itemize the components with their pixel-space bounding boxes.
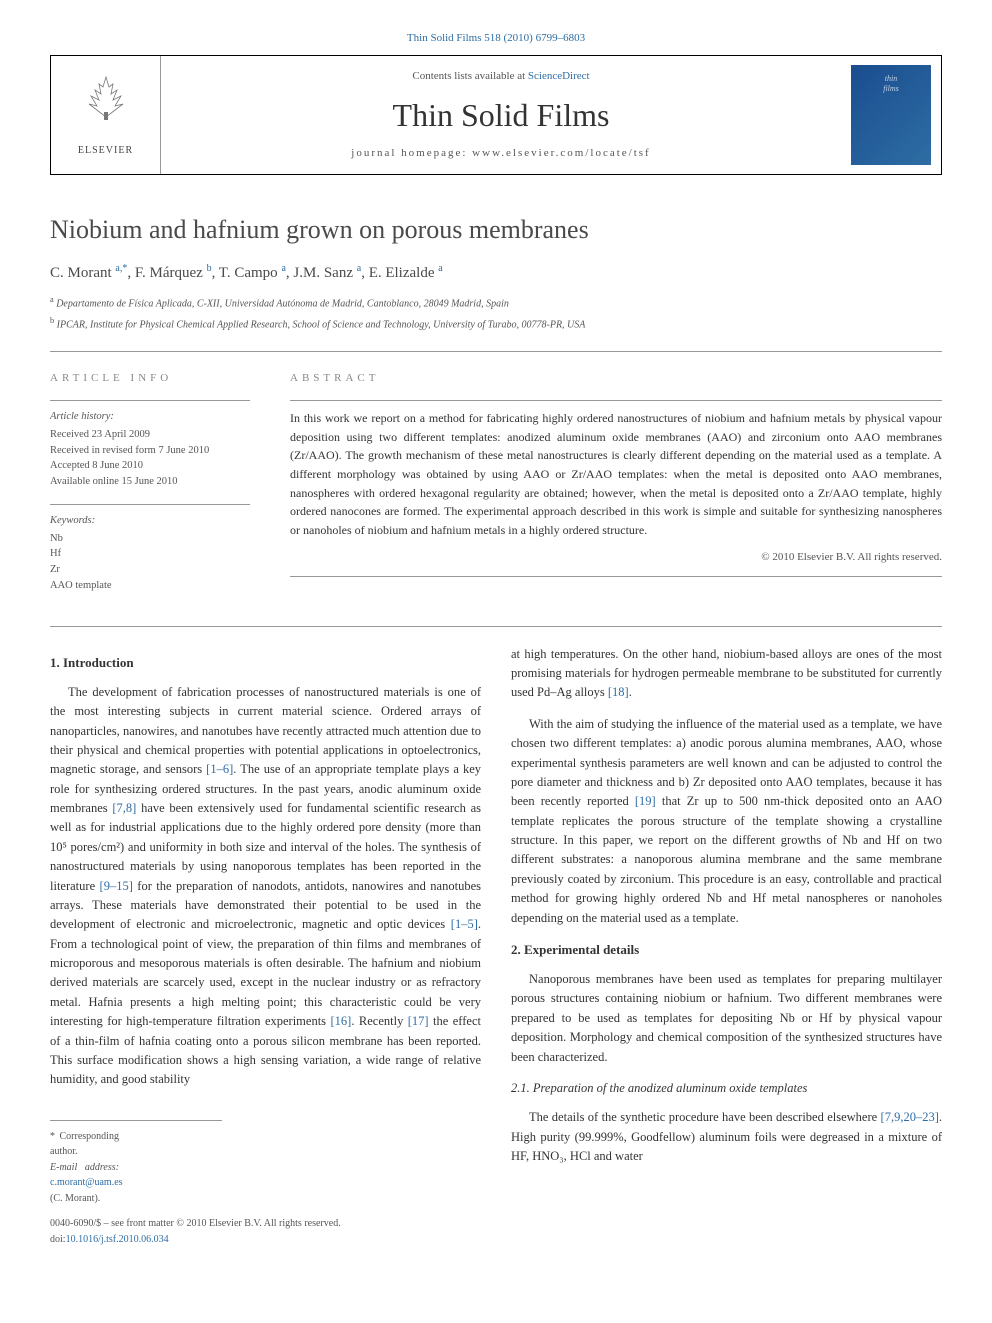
abstract-divider-1 bbox=[290, 400, 942, 401]
section-1-paragraph-1: The development of fabrication processes… bbox=[50, 683, 481, 1090]
section-1-heading: 1. Introduction bbox=[50, 653, 481, 673]
corr-author-block: * Corresponding author. E-mail address: … bbox=[50, 1129, 119, 1207]
affil-key-a: a bbox=[50, 295, 54, 304]
info-divider-1 bbox=[50, 400, 250, 401]
keyword-1: Hf bbox=[50, 546, 250, 562]
publisher-logo-box: ELSEVIER bbox=[51, 56, 161, 174]
history-line-1: Received in revised form 7 June 2010 bbox=[50, 443, 250, 459]
masthead-center: Contents lists available at ScienceDirec… bbox=[161, 56, 841, 174]
section-2-1-paragraph-1: The details of the synthetic procedure h… bbox=[511, 1108, 942, 1166]
footer-issn-doi: 0040-6090/$ – see front matter © 2010 El… bbox=[50, 1216, 481, 1247]
section-1-paragraph-3: With the aim of studying the influence o… bbox=[511, 715, 942, 928]
journal-cover-icon: thin films bbox=[851, 65, 931, 165]
article-info-label: ARTICLE INFO bbox=[50, 370, 250, 387]
corr-email-name: (C. Morant). bbox=[50, 1193, 100, 1204]
section-1-paragraph-2: at high temperatures. On the other hand,… bbox=[511, 645, 942, 703]
keywords-title: Keywords: bbox=[50, 513, 250, 529]
keywords-block: Keywords: Nb Hf Zr AAO template bbox=[50, 513, 250, 594]
article-title: Niobium and hafnium grown on porous memb… bbox=[50, 210, 942, 249]
history-line-0: Received 23 April 2009 bbox=[50, 427, 250, 443]
contents-line: Contents lists available at ScienceDirec… bbox=[412, 68, 589, 85]
divider-body bbox=[50, 626, 942, 627]
email-label: E-mail address: bbox=[50, 1162, 119, 1173]
citation-link[interactable]: Thin Solid Films 518 (2010) 6799–6803 bbox=[407, 32, 585, 44]
keyword-3: AAO template bbox=[50, 578, 250, 594]
affil-text-b: IPCAR, Institute for Physical Chemical A… bbox=[57, 320, 586, 331]
corr-email-link[interactable]: c.morant@uam.es bbox=[50, 1177, 123, 1188]
keyword-2: Zr bbox=[50, 562, 250, 578]
affiliation-b: b IPCAR, Institute for Physical Chemical… bbox=[50, 315, 942, 332]
abstract-column: ABSTRACT In this work we report on a met… bbox=[290, 370, 942, 608]
publisher-name: ELSEVIER bbox=[78, 143, 133, 158]
corresponding-author-footer: * Corresponding author. E-mail address: … bbox=[50, 1120, 222, 1207]
section-2-1-heading: 2.1. Preparation of the anodized aluminu… bbox=[511, 1079, 942, 1098]
journal-name: Thin Solid Films bbox=[393, 91, 610, 139]
elsevier-tree-icon bbox=[81, 72, 131, 139]
info-abstract-row: ARTICLE INFO Article history: Received 2… bbox=[50, 370, 942, 608]
author-list: C. Morant a,*, F. Márquez b, T. Campo a,… bbox=[50, 261, 942, 285]
contents-prefix: Contents lists available at bbox=[412, 70, 527, 82]
keyword-0: Nb bbox=[50, 531, 250, 547]
info-divider-2 bbox=[50, 504, 250, 505]
history-line-2: Accepted 8 June 2010 bbox=[50, 458, 250, 474]
body-columns: 1. Introduction The development of fabri… bbox=[50, 645, 942, 1248]
abstract-divider-2 bbox=[290, 576, 942, 577]
sciencedirect-link[interactable]: ScienceDirect bbox=[528, 70, 590, 82]
article-history-block: Article history: Received 23 April 2009 … bbox=[50, 409, 250, 490]
history-line-3: Available online 15 June 2010 bbox=[50, 474, 250, 490]
doi-link[interactable]: 10.1016/j.tsf.2010.06.034 bbox=[66, 1234, 169, 1245]
cover-thumb-box: thin films bbox=[841, 56, 941, 174]
body-column-right: at high temperatures. On the other hand,… bbox=[511, 645, 942, 1248]
affil-text-a: Departamento de Física Aplicada, C-XII, … bbox=[56, 298, 509, 309]
divider bbox=[50, 351, 942, 352]
citation-line: Thin Solid Films 518 (2010) 6799–6803 bbox=[50, 30, 942, 47]
section-2-paragraph-1: Nanoporous membranes have been used as t… bbox=[511, 970, 942, 1067]
affil-key-b: b bbox=[50, 316, 54, 325]
article-info-column: ARTICLE INFO Article history: Received 2… bbox=[50, 370, 250, 608]
abstract-text: In this work we report on a method for f… bbox=[290, 409, 942, 539]
issn-line: 0040-6090/$ – see front matter © 2010 El… bbox=[50, 1216, 481, 1232]
body-column-left: 1. Introduction The development of fabri… bbox=[50, 645, 481, 1248]
affiliation-a: a Departamento de Física Aplicada, C-XII… bbox=[50, 294, 942, 311]
corr-label: * Corresponding author. bbox=[50, 1129, 119, 1160]
section-2-heading: 2. Experimental details bbox=[511, 940, 942, 960]
masthead: ELSEVIER Contents lists available at Sci… bbox=[50, 55, 942, 175]
journal-homepage: journal homepage: www.elsevier.com/locat… bbox=[351, 145, 650, 162]
abstract-label: ABSTRACT bbox=[290, 370, 942, 387]
doi-label: doi: bbox=[50, 1234, 66, 1245]
cover-line2: films bbox=[883, 83, 899, 95]
abstract-copyright: © 2010 Elsevier B.V. All rights reserved… bbox=[290, 549, 942, 566]
history-title: Article history: bbox=[50, 409, 250, 425]
